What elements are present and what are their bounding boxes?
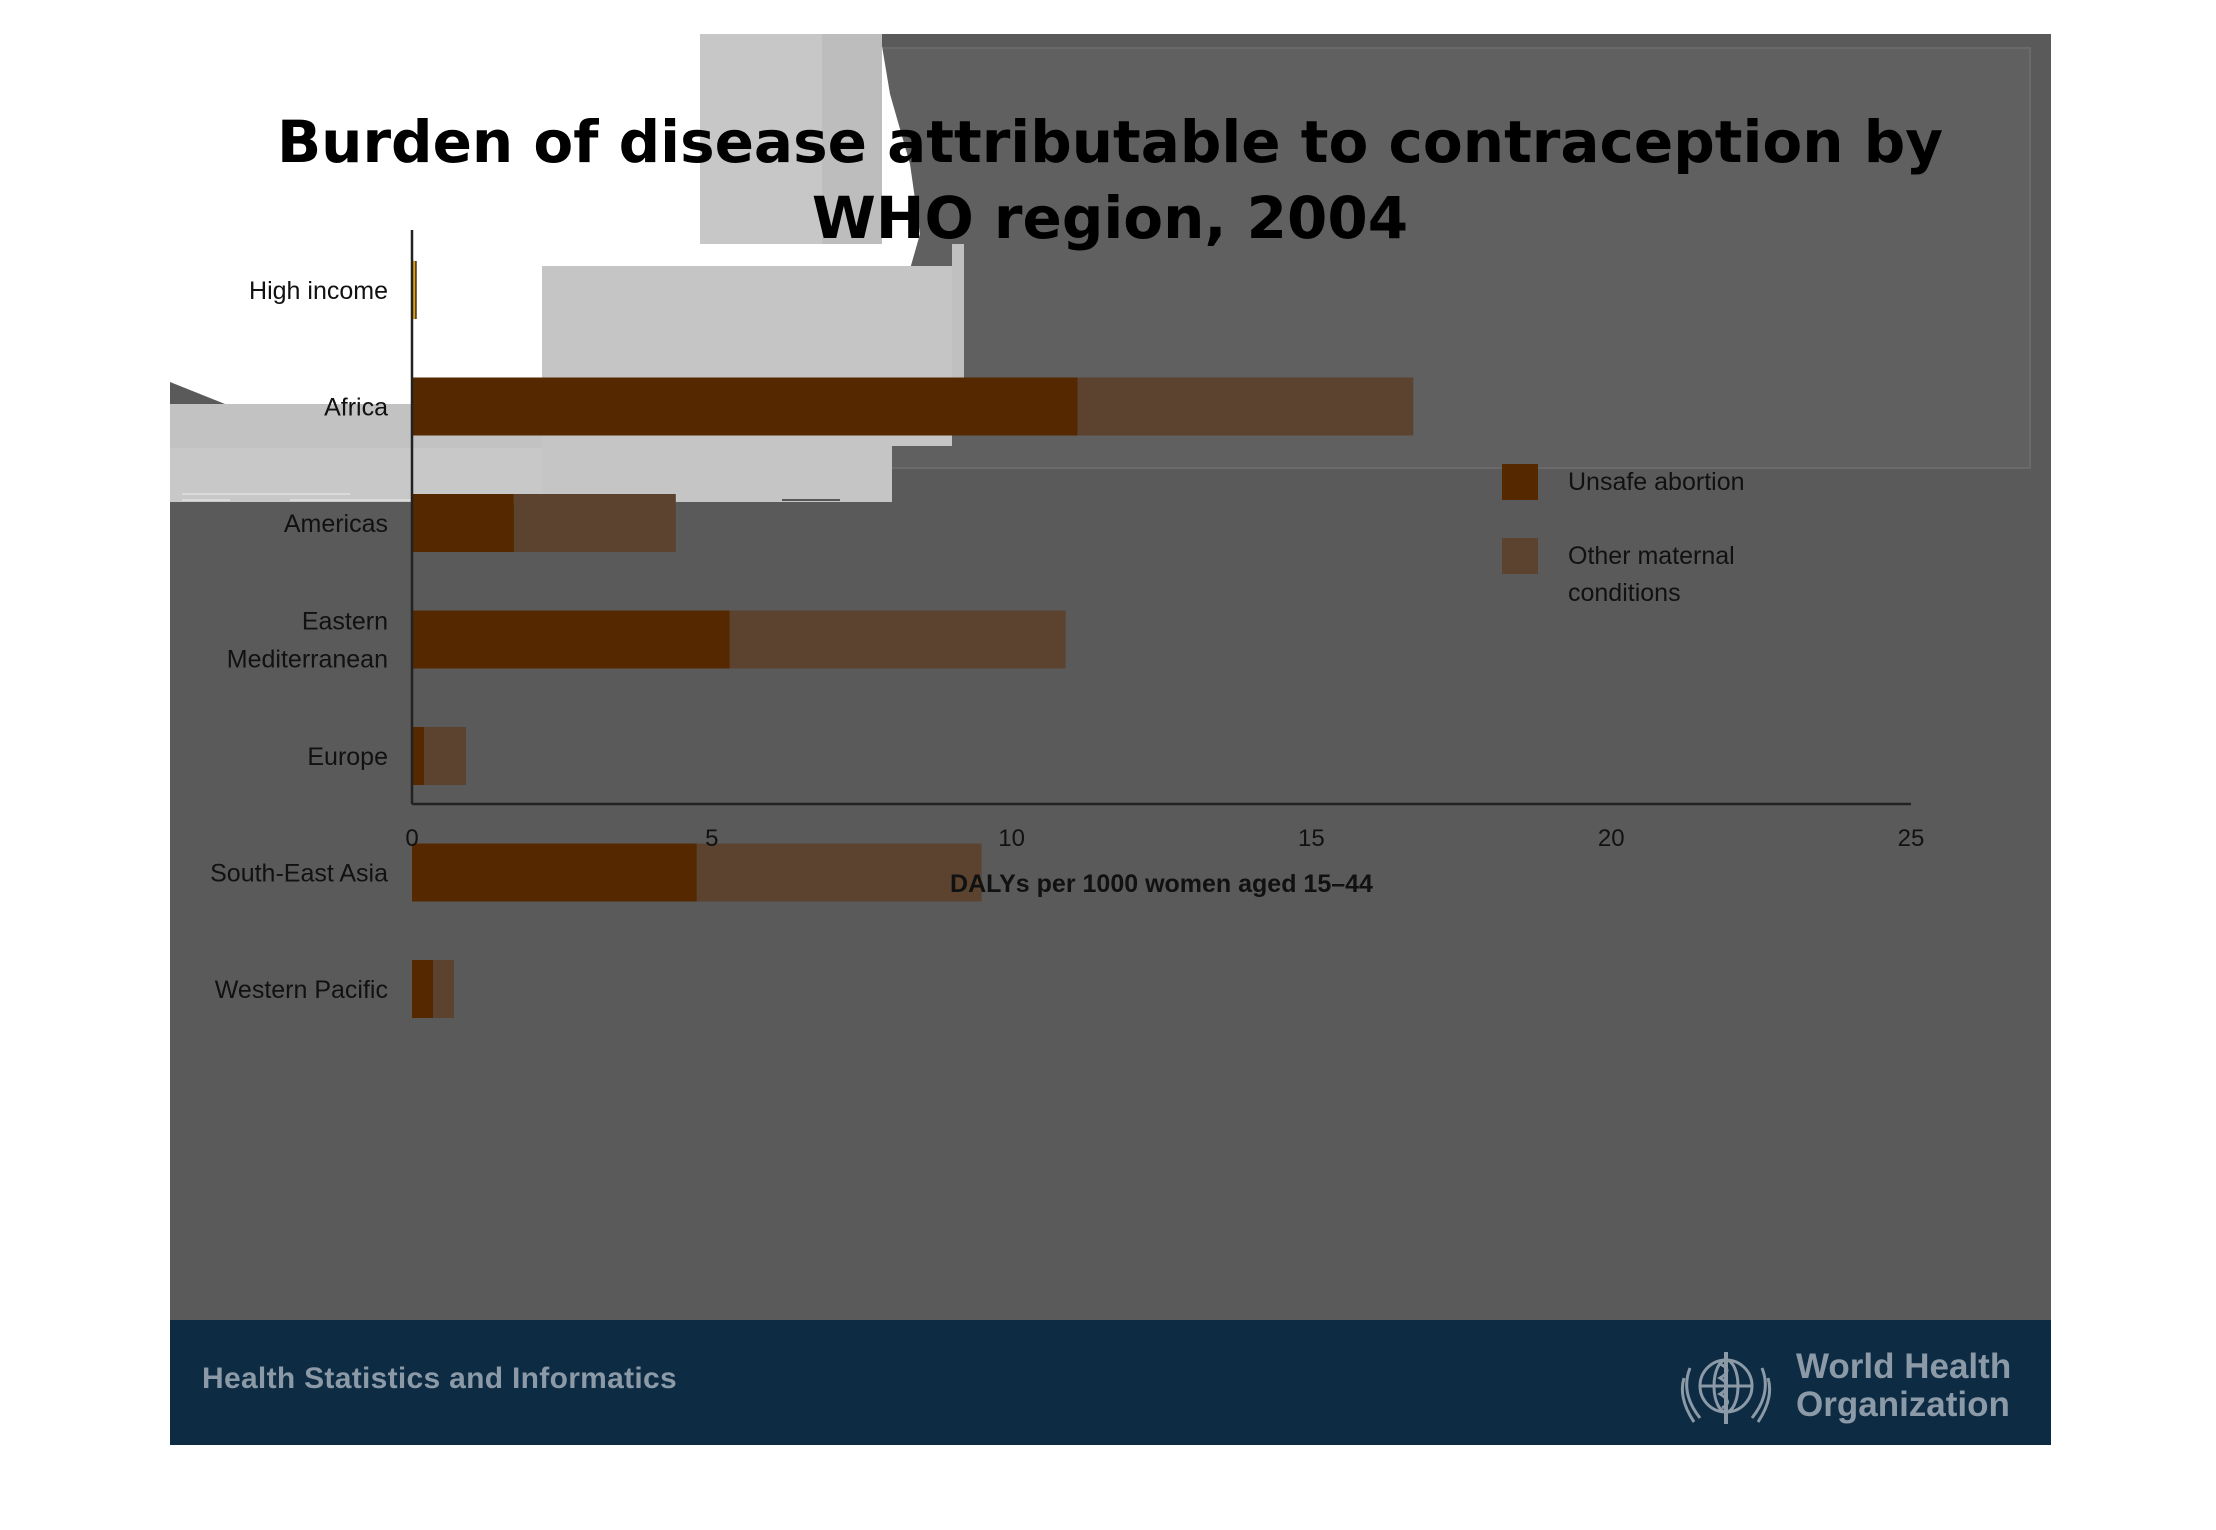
chart: High income Africa Americas Eastern Mediterr… [210, 230, 1924, 1018]
category-label: Western Pacific [215, 976, 388, 1004]
x-tick-label: 0 [405, 825, 418, 852]
category-label: High income [249, 277, 388, 305]
grey-block [542, 446, 892, 502]
category-labels-group: High income Africa Americas Eastern Mediterr… [210, 277, 388, 1004]
grey-block [700, 34, 822, 244]
bar-unsafe-abortion-1 [412, 377, 1078, 436]
who-emblem-icon [1680, 1352, 1772, 1424]
bars-group [412, 261, 1414, 1018]
category-label: Africa [324, 394, 388, 422]
bar-unsafe-abortion-2 [412, 494, 514, 552]
bar-other-maternal-6 [432, 960, 454, 1018]
legend-label: Unsafe abortion [1568, 468, 1745, 496]
grey-block [952, 244, 964, 394]
legend-label: conditions [1568, 579, 1681, 607]
category-label: Eastern [302, 608, 388, 636]
x-axis-title: DALYs per 1000 women aged 15–44 [950, 870, 1373, 898]
legend-swatch [1502, 538, 1538, 574]
bar-unsafe-abortion-4 [412, 727, 424, 785]
bar-other-maternal-1 [1077, 377, 1414, 436]
grey-block [170, 448, 542, 502]
category-label: Mediterranean [227, 646, 388, 674]
legend-label: Other maternal [1568, 542, 1735, 570]
x-tick-label: 15 [1298, 825, 1325, 852]
x-tick-label: 5 [705, 825, 718, 852]
x-tick-label: 20 [1598, 825, 1625, 852]
bar-other-maternal-0 [414, 261, 417, 319]
x-tick-label: 10 [998, 825, 1025, 852]
legend-group: Unsafe abortion Other maternal conditions [1502, 464, 1745, 607]
bar-other-maternal-2 [513, 494, 676, 552]
category-label: Europe [307, 743, 388, 771]
category-label: Americas [284, 510, 388, 538]
footer-bar: Health Statistics and Informatics World … [170, 1320, 2051, 1445]
bar-unsafe-abortion-3 [412, 610, 730, 669]
bar-unsafe-abortion-5 [412, 843, 697, 902]
footer-text: Health Statistics and Informatics [202, 1362, 678, 1395]
bar-unsafe-abortion-6 [412, 960, 433, 1018]
bar-other-maternal-5 [696, 843, 982, 902]
category-label: South-East Asia [210, 860, 388, 888]
axes-group: 0 5 10 15 20 25 DALYs per 1000 women aged 15–4… [405, 230, 1924, 898]
bar-other-maternal-4 [423, 727, 466, 785]
slide-title: Burden of disease attributable to contra… [276, 108, 1944, 252]
slide: Burden of disease attributable to contra… [170, 34, 2051, 1445]
grey-block [822, 34, 882, 244]
who-organization-name: World Health Organization [1796, 1348, 2011, 1424]
org-name-line1: World Health [1796, 1347, 2012, 1386]
org-name-line2: Organization [1796, 1385, 2010, 1424]
bar-other-maternal-3 [729, 610, 1066, 669]
x-tick-label: 25 [1898, 825, 1925, 852]
legend-swatch [1502, 464, 1538, 500]
bar-unsafe-abortion-0 [412, 261, 415, 319]
